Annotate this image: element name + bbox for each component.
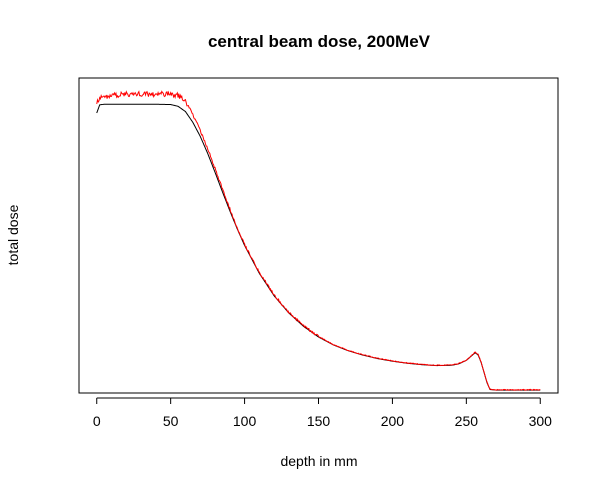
plot-frame: [78, 77, 559, 394]
series-line-2: [96, 90, 541, 391]
x-tick-label: 0: [93, 413, 101, 429]
x-axis-label: depth in mm: [280, 453, 357, 469]
x-tick-label: 50: [163, 413, 179, 429]
y-axis-label: total dose: [5, 204, 21, 265]
x-tick-label: 300: [529, 413, 553, 429]
x-tick-label: 200: [381, 413, 405, 429]
chart-title: central beam dose, 200MeV: [208, 32, 431, 51]
series-line-1: [96, 103, 541, 391]
x-tick-label: 100: [233, 413, 257, 429]
x-axis: 0 50 100 150 200 250 300: [93, 397, 553, 429]
series-layer: [96, 90, 541, 391]
x-tick-label: 150: [307, 413, 331, 429]
x-tick-label: 250: [455, 413, 479, 429]
